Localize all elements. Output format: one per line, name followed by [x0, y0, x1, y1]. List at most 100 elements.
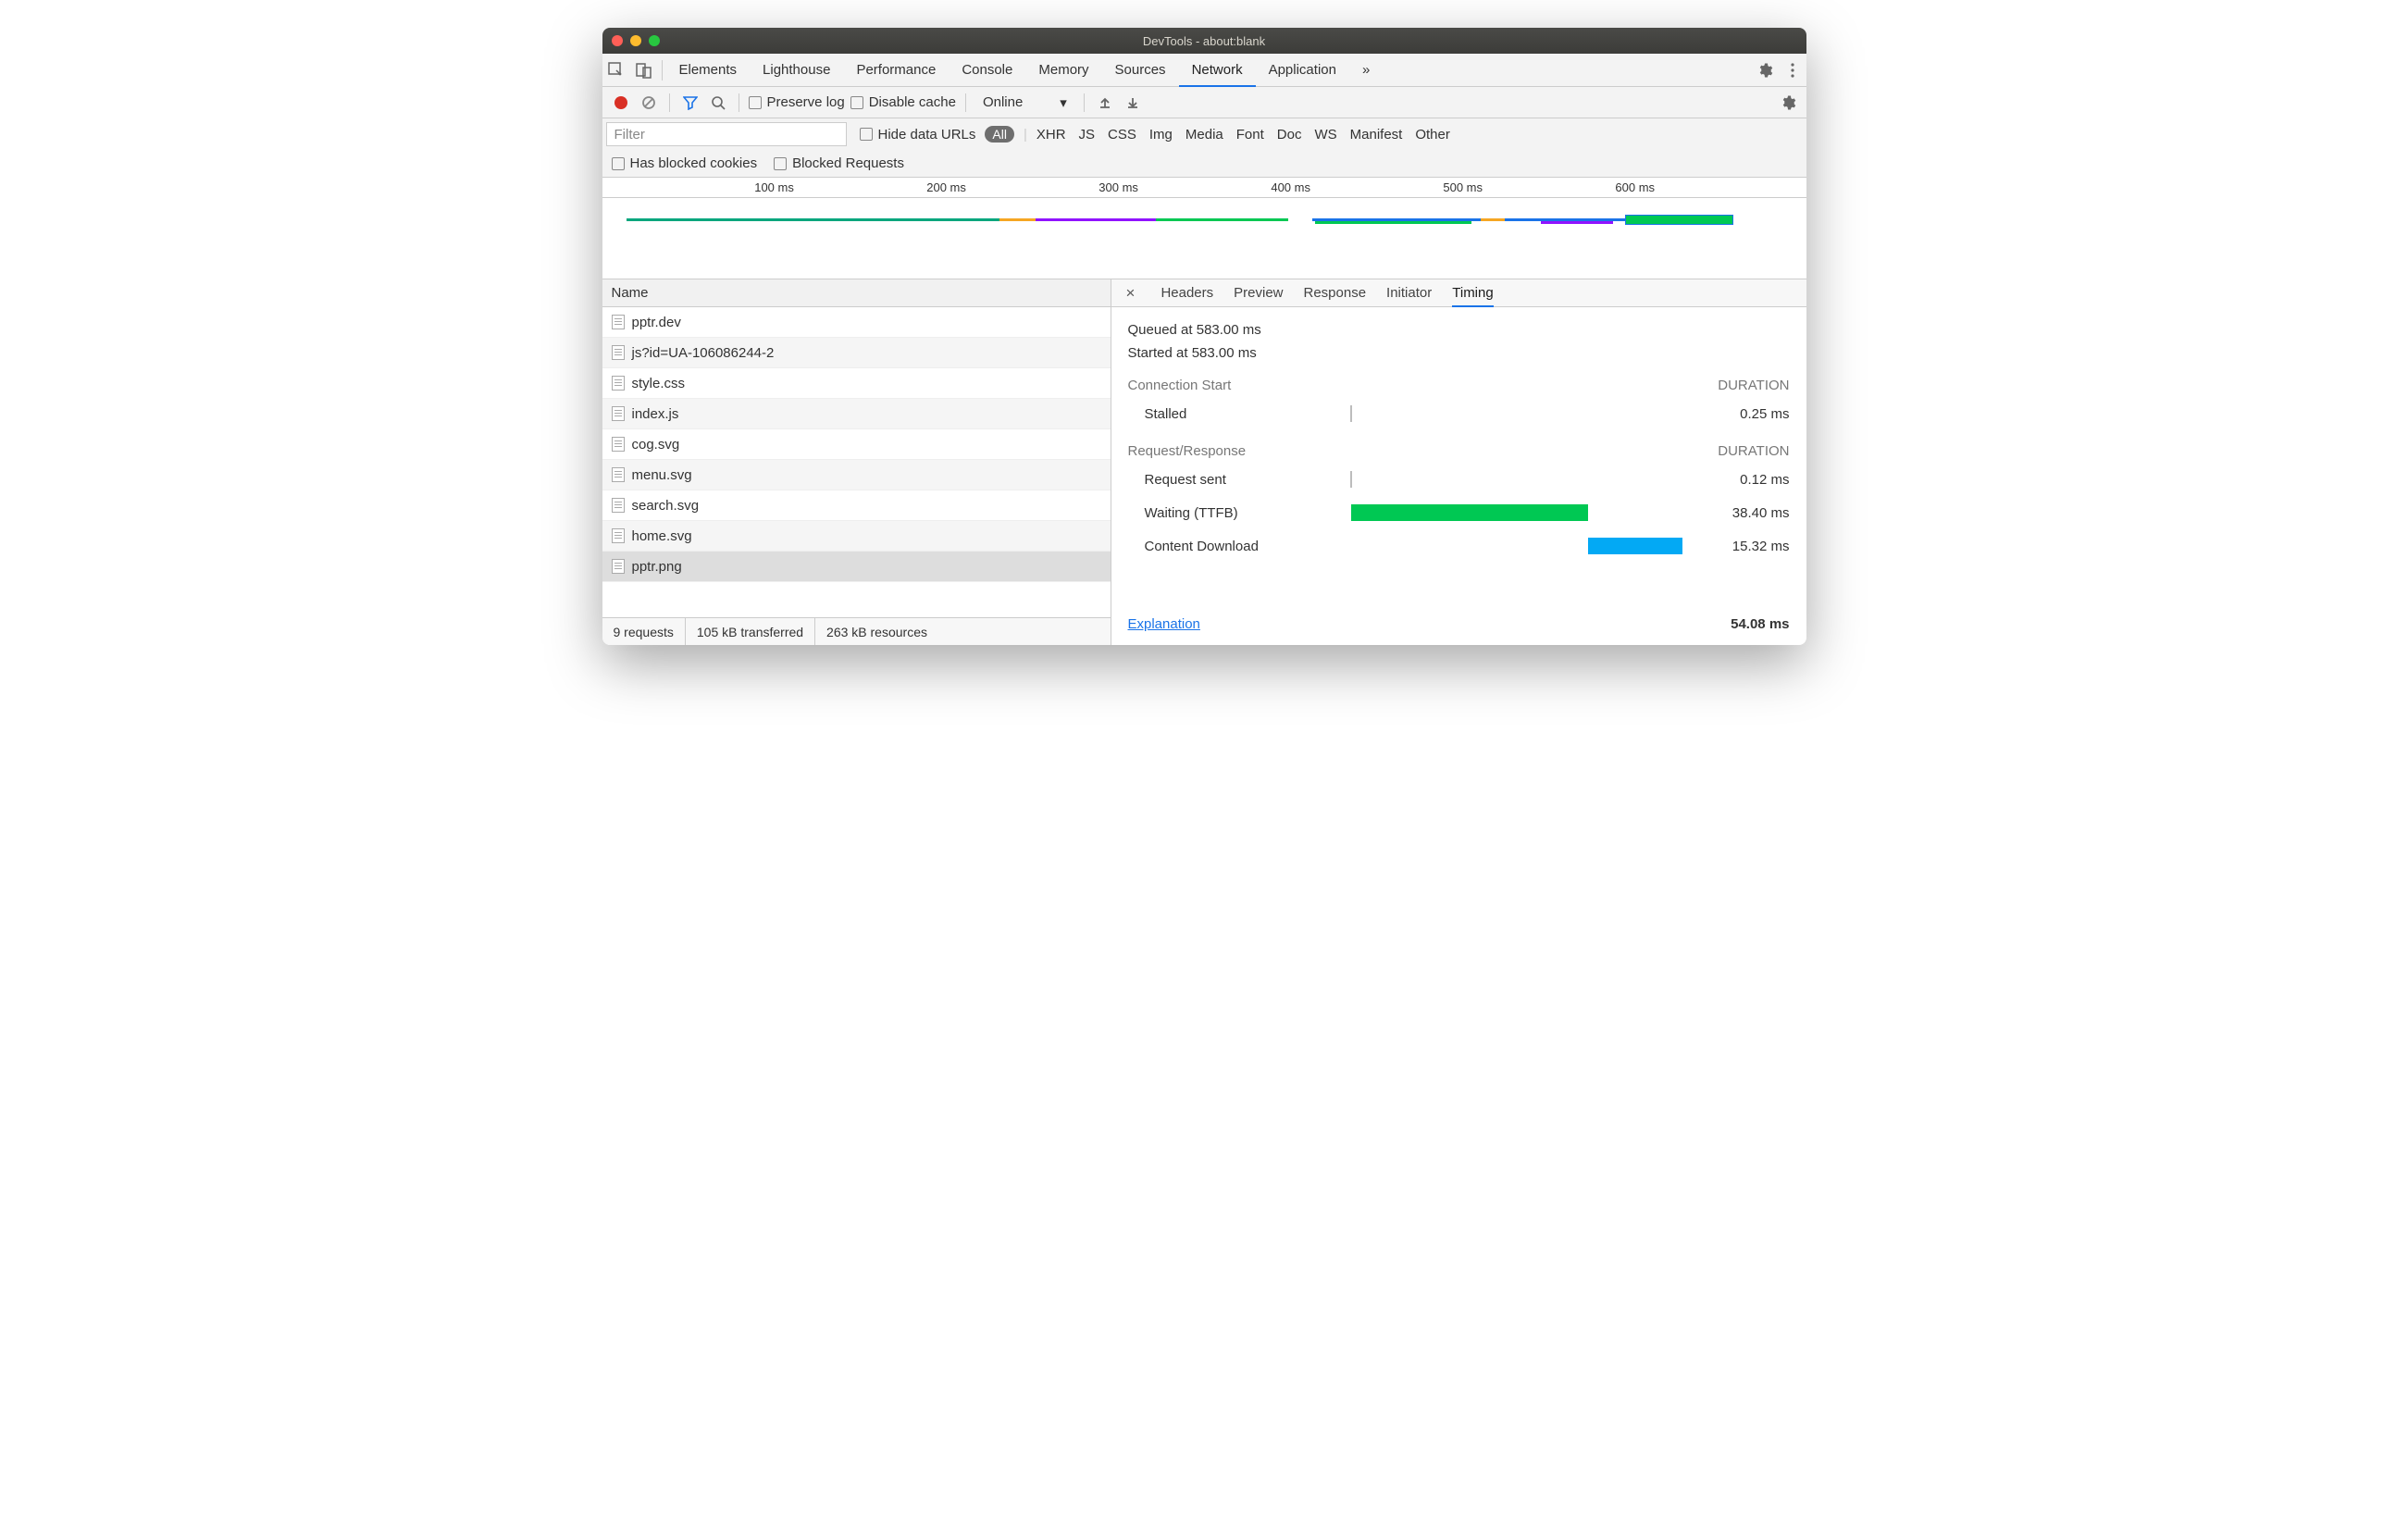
throttle-select[interactable]: Online ▾ — [975, 94, 1074, 111]
record-button[interactable] — [610, 92, 632, 114]
waiting-value: 38.40 ms — [1688, 505, 1790, 521]
request-name: home.svg — [632, 528, 692, 544]
tab-memory[interactable]: Memory — [1025, 54, 1101, 87]
tab-elements[interactable]: Elements — [666, 54, 751, 87]
network-toolbar: Preserve log Disable cache Online ▾ — [602, 87, 1806, 118]
filter-input[interactable]: Filter — [606, 122, 847, 146]
request-row[interactable]: index.js — [602, 399, 1111, 429]
zoom-window-button[interactable] — [649, 35, 660, 46]
panel-tab-headers[interactable]: Headers — [1161, 279, 1213, 307]
started-text: Started at 583.00 ms — [1128, 345, 1790, 361]
request-name: search.svg — [632, 498, 700, 514]
filter-type-css[interactable]: CSS — [1108, 127, 1136, 143]
timeline-bar — [1315, 221, 1471, 224]
clear-button[interactable] — [638, 92, 660, 114]
tab-sources[interactable]: Sources — [1102, 54, 1179, 87]
blocked-cookies-checkbox[interactable]: Has blocked cookies — [612, 155, 758, 171]
kebab-menu-icon[interactable] — [1779, 62, 1806, 79]
tab-lighthouse[interactable]: Lighthouse — [750, 54, 843, 87]
panel-tab-initiator[interactable]: Initiator — [1386, 279, 1432, 307]
file-icon — [612, 467, 625, 482]
status-transferred: 105 kB transferred — [686, 618, 815, 645]
filter-all-pill[interactable]: All — [985, 126, 1014, 143]
search-icon[interactable] — [707, 92, 729, 114]
file-icon — [612, 345, 625, 360]
panel-tab-response[interactable]: Response — [1304, 279, 1367, 307]
request-sent-value: 0.12 ms — [1688, 472, 1790, 488]
filter-type-font[interactable]: Font — [1236, 127, 1264, 143]
timeline-bar — [627, 218, 999, 221]
disable-cache-checkbox[interactable]: Disable cache — [850, 94, 956, 110]
hide-data-urls-checkbox[interactable]: Hide data URLs — [860, 127, 976, 143]
tab-performance[interactable]: Performance — [843, 54, 949, 87]
preserve-log-checkbox[interactable]: Preserve log — [749, 94, 845, 110]
status-requests: 9 requests — [602, 618, 686, 645]
request-response-header: Request/ResponseDURATION — [1128, 443, 1790, 459]
stalled-value: 0.25 ms — [1688, 406, 1790, 422]
chevron-down-icon: ▾ — [1060, 94, 1067, 111]
overflow-tabs-button[interactable]: » — [1349, 54, 1383, 87]
stalled-row: Stalled 0.25 ms — [1128, 401, 1790, 427]
inspect-icon[interactable] — [602, 62, 630, 79]
minimize-window-button[interactable] — [630, 35, 641, 46]
preserve-log-label: Preserve log — [767, 94, 845, 110]
panel-tab-timing[interactable]: Timing — [1452, 279, 1493, 307]
explanation-link[interactable]: Explanation — [1128, 616, 1200, 632]
disable-cache-label: Disable cache — [869, 94, 956, 110]
waiting-row: Waiting (TTFB) 38.40 ms — [1128, 500, 1790, 526]
request-row[interactable]: pptr.png — [602, 552, 1111, 582]
filter-type-media[interactable]: Media — [1185, 127, 1223, 143]
file-icon — [612, 437, 625, 452]
status-resources: 263 kB resources — [815, 618, 938, 645]
panel-tab-preview[interactable]: Preview — [1234, 279, 1283, 307]
detail-tabs: × Headers Preview Response Initiator Timing — [1111, 279, 1806, 307]
filter-type-other[interactable]: Other — [1415, 127, 1450, 143]
blocked-requests-label: Blocked Requests — [792, 155, 904, 171]
total-row: Explanation 54.08 ms — [1128, 607, 1790, 632]
filter-type-ws[interactable]: WS — [1314, 127, 1336, 143]
request-name: pptr.dev — [632, 315, 681, 330]
download-row: Content Download 15.32 ms — [1128, 533, 1790, 559]
request-row[interactable]: home.svg — [602, 521, 1111, 552]
blocked-requests-checkbox[interactable]: Blocked Requests — [774, 155, 904, 171]
device-toolbar-icon[interactable] — [630, 62, 658, 79]
timeline-tick: 300 ms — [1098, 180, 1138, 194]
settings-gear-icon[interactable] — [1751, 62, 1779, 79]
timeline-tick: 600 ms — [1615, 180, 1655, 194]
close-detail-icon[interactable]: × — [1121, 284, 1141, 303]
file-icon — [612, 498, 625, 513]
detail-pane: × HeadersPreviewResponseInitiatorTiming … — [1111, 279, 1806, 645]
traffic-lights — [612, 35, 660, 46]
tab-application[interactable]: Application — [1256, 54, 1349, 87]
upload-har-icon[interactable] — [1094, 92, 1116, 114]
filter-type-doc[interactable]: Doc — [1277, 127, 1302, 143]
filter-type-js[interactable]: JS — [1079, 127, 1096, 143]
request-row[interactable]: search.svg — [602, 490, 1111, 521]
tab-network[interactable]: Network — [1179, 54, 1256, 87]
close-window-button[interactable] — [612, 35, 623, 46]
main-tabbar: ElementsLighthousePerformanceConsoleMemo… — [602, 54, 1806, 87]
request-row[interactable]: pptr.dev — [602, 307, 1111, 338]
request-row[interactable]: js?id=UA-106086244-2 — [602, 338, 1111, 368]
filter-icon[interactable] — [679, 92, 701, 114]
filter-type-xhr[interactable]: XHR — [1036, 127, 1066, 143]
filter-row-2: Has blocked cookies Blocked Requests — [602, 150, 1806, 178]
request-name: index.js — [632, 406, 679, 422]
timeline-overview[interactable]: 100 ms200 ms300 ms400 ms500 ms600 ms — [602, 178, 1806, 279]
file-icon — [612, 376, 625, 391]
filter-row: Filter Hide data URLs All | XHRJSCSSImgM… — [602, 118, 1806, 150]
request-name: style.css — [632, 376, 686, 391]
tab-console[interactable]: Console — [949, 54, 1025, 87]
connection-start-header: Connection StartDURATION — [1128, 378, 1790, 393]
blocked-cookies-label: Has blocked cookies — [630, 155, 758, 171]
request-row[interactable]: style.css — [602, 368, 1111, 399]
network-settings-gear-icon[interactable] — [1777, 92, 1799, 114]
filter-type-manifest[interactable]: Manifest — [1350, 127, 1403, 143]
request-row[interactable]: menu.svg — [602, 460, 1111, 490]
request-row[interactable]: cog.svg — [602, 429, 1111, 460]
waiting-label: Waiting (TTFB) — [1128, 505, 1350, 521]
download-har-icon[interactable] — [1122, 92, 1144, 114]
timeline-bar — [1481, 218, 1505, 221]
name-column-header[interactable]: Name — [602, 279, 1111, 307]
filter-type-img[interactable]: Img — [1149, 127, 1173, 143]
